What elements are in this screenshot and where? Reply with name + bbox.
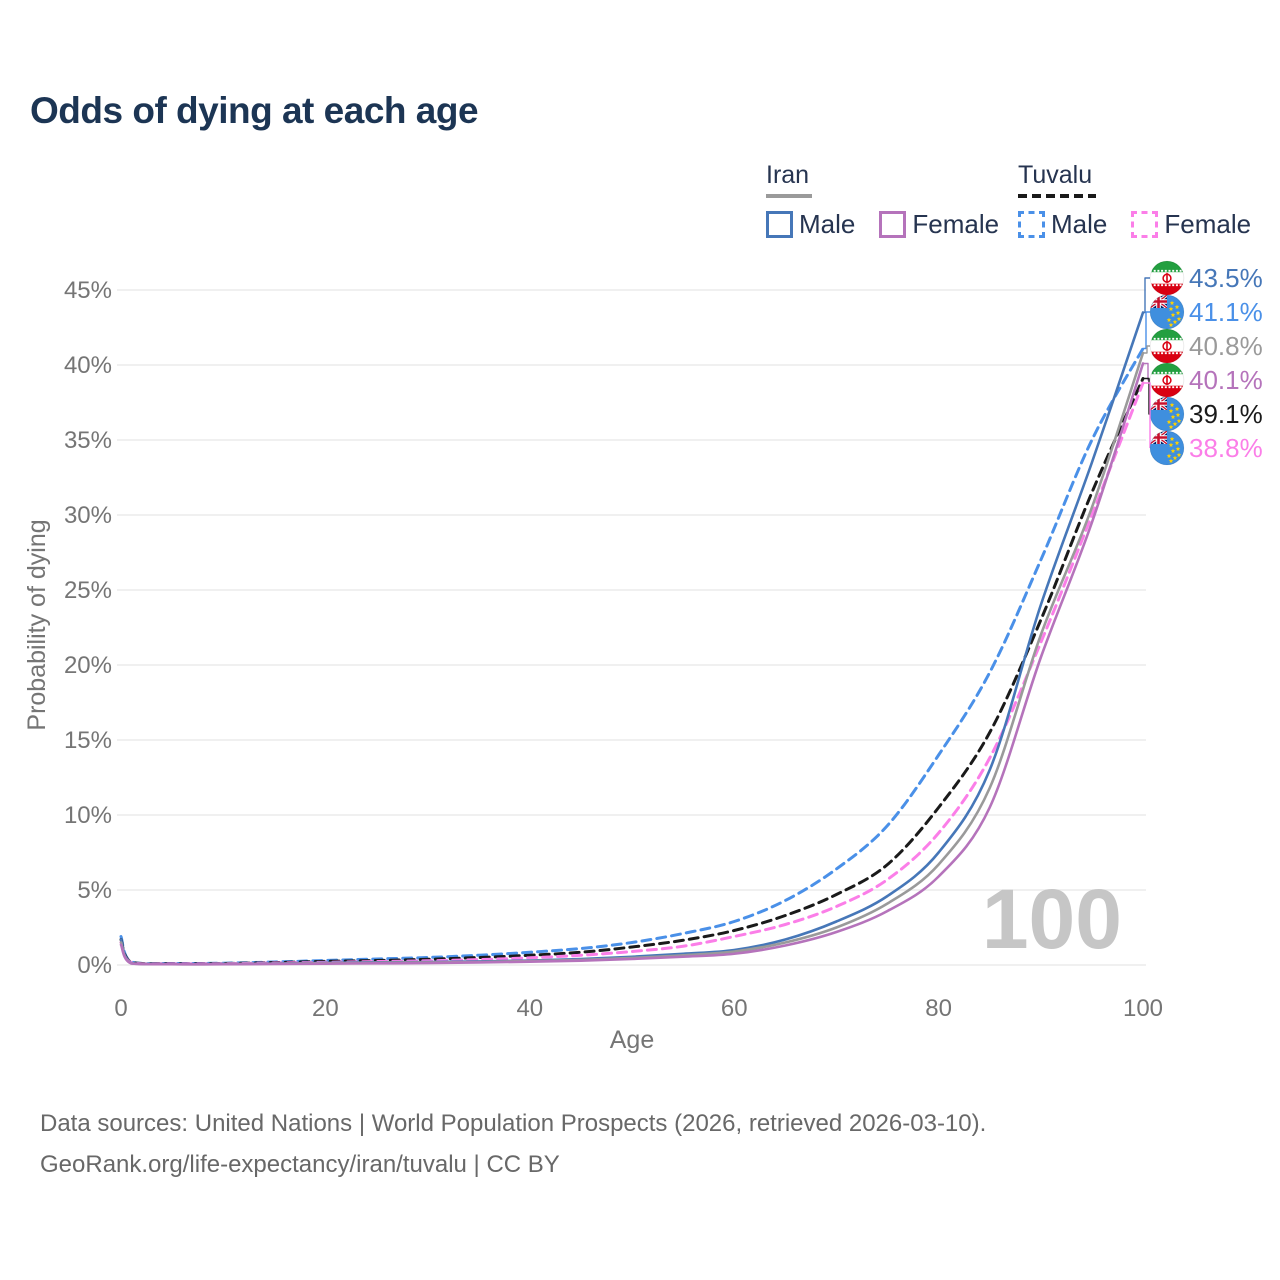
- legend-swatch-tuvalu-male[interactable]: [1018, 211, 1045, 238]
- tuvalu-overall-line-swatch: [1018, 194, 1096, 198]
- x-tick-label-80: 80: [925, 995, 952, 1022]
- legend-label-tuvalu-female[interactable]: Female: [1164, 209, 1252, 239]
- legend-row-iran: Male Female: [766, 209, 999, 240]
- y-tick-label-15: 15%: [64, 727, 112, 754]
- y-tick-label-35: 35%: [64, 427, 112, 454]
- axis-ticks: 0% 5% 10% 15% 20% 25% 30% 35% 40% 45% 0 20 40 60 80 100: [64, 277, 1163, 1022]
- end-value-label-iran-both-sexes: 40.8%: [1189, 331, 1263, 361]
- legend-label-iran-female[interactable]: Female: [912, 209, 1000, 239]
- legend-swatch-tuvalu-female[interactable]: [1131, 211, 1159, 238]
- end-label-connector-iran-both-sexes: [1143, 345, 1150, 354]
- legend-country-tuvalu-label[interactable]: Tuvalu: [1018, 161, 1093, 189]
- y-tick-label-40: 40%: [64, 352, 112, 379]
- page-title: Odds of dying at each age: [30, 90, 479, 131]
- end-value-label-tuvalu-female: 38.8%: [1189, 433, 1263, 463]
- end-label-connector-iran-male: [1143, 277, 1150, 314]
- curve-iran-female[interactable]: [119, 362, 1145, 966]
- legend-swatch-iran-female[interactable]: [879, 211, 907, 238]
- y-axis-title: Probability of dying: [23, 519, 51, 730]
- series-end-labels: 43.5% 41.1% 40.8% 40.1% 39.1% 38.8%: [1143, 260, 1263, 466]
- iran-flag-icon: [1149, 260, 1185, 296]
- series-curves: [119, 311, 1145, 966]
- iran-flag-icon: [1149, 328, 1185, 364]
- tuvalu-flag-icon: [1149, 396, 1185, 432]
- legend-country-iran-label[interactable]: Iran: [766, 161, 810, 189]
- end-value-label-iran-female: 40.1%: [1189, 365, 1263, 395]
- legend-row-tuvalu: Male Female: [1018, 209, 1251, 240]
- x-tick-label-40: 40: [516, 995, 543, 1022]
- x-tick-label-100: 100: [1123, 995, 1163, 1022]
- y-tick-label-5: 5%: [77, 877, 112, 904]
- end-value-label-tuvalu-male: 41.1%: [1189, 297, 1263, 327]
- attribution-text: GeoRank.org/life-expectancy/iran/tuvalu …: [40, 1151, 560, 1178]
- y-tick-label-25: 25%: [64, 577, 112, 604]
- y-tick-label-45: 45%: [64, 277, 112, 304]
- gridlines: [117, 289, 1146, 966]
- curve-iran-male[interactable]: [119, 311, 1145, 966]
- tuvalu-flag-icon: [1149, 294, 1185, 330]
- hovered-age-watermark: 100: [982, 872, 1122, 966]
- x-axis-title: Age: [610, 1026, 654, 1054]
- x-tick-label-20: 20: [312, 995, 339, 1022]
- end-value-label-tuvalu-both-sexes: 39.1%: [1189, 399, 1263, 429]
- end-label-connector-tuvalu-female: [1143, 382, 1151, 448]
- legend-group-tuvalu: Tuvalu Male Female: [1018, 161, 1251, 240]
- legend-group-iran: Iran Male Female: [766, 161, 999, 240]
- end-value-label-iran-male: 43.5%: [1189, 263, 1263, 293]
- legend-label-tuvalu-male[interactable]: Male: [1051, 209, 1108, 239]
- x-tick-label-60: 60: [721, 995, 748, 1022]
- y-tick-label-20: 20%: [64, 652, 112, 679]
- curve-tuvalu-male[interactable]: [119, 347, 1145, 966]
- iran-overall-line-swatch: [766, 194, 812, 198]
- iran-flag-icon: [1149, 362, 1185, 398]
- legend-swatch-iran-male[interactable]: [766, 211, 793, 238]
- end-label-connector-tuvalu-male: [1143, 311, 1150, 350]
- legend-label-iran-male[interactable]: Male: [799, 209, 856, 239]
- y-tick-label-10: 10%: [64, 802, 112, 829]
- y-tick-label-0: 0%: [77, 952, 112, 979]
- x-tick-label-0: 0: [114, 995, 127, 1022]
- tuvalu-flag-icon: [1149, 430, 1185, 466]
- data-source-text: Data sources: United Nations | World Pop…: [40, 1110, 987, 1137]
- footer: Data sources: United Nations | World Pop…: [40, 1103, 986, 1185]
- y-tick-label-30: 30%: [64, 502, 112, 529]
